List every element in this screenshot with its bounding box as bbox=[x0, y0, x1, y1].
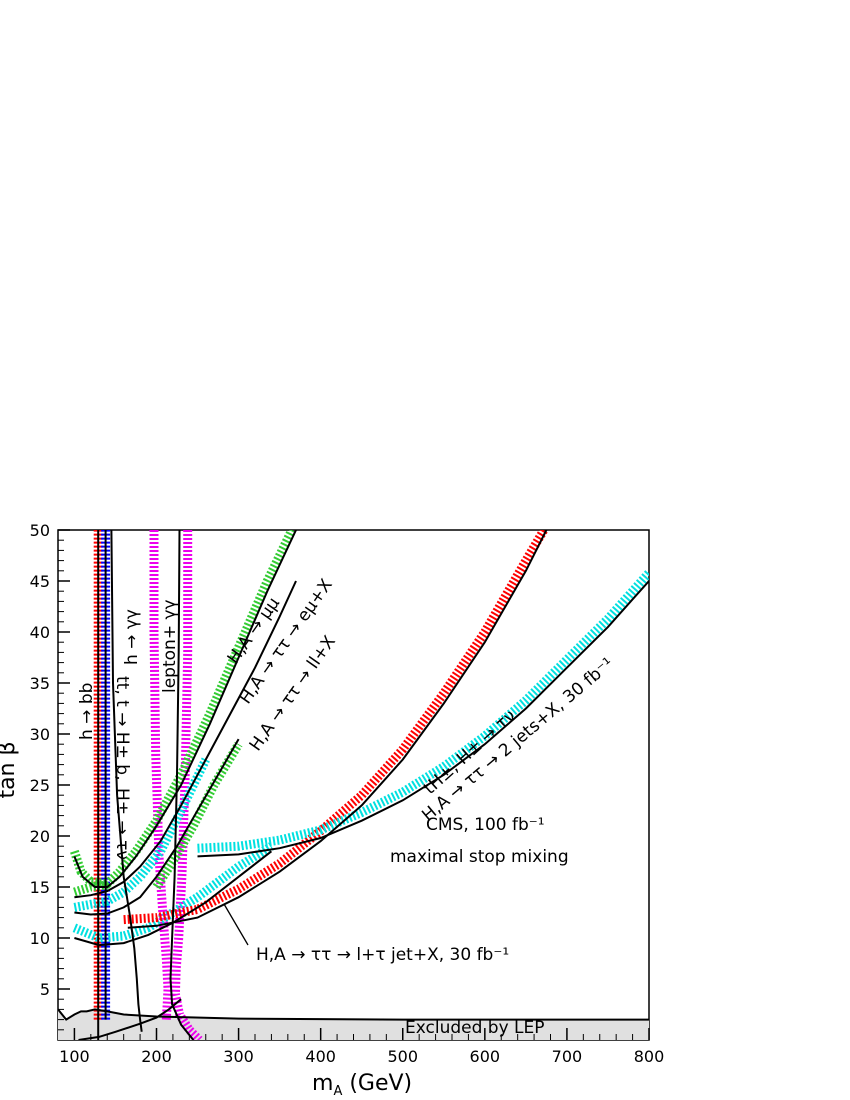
annot-ltau: H,A → ττ → l+τ jet+X, 30 fb⁻¹ bbox=[256, 945, 509, 965]
series-h-a-2-jets-x-line bbox=[197, 580, 649, 858]
lep-region bbox=[58, 1009, 649, 1040]
x-tick-label: 300 bbox=[223, 1047, 254, 1066]
annot-h-gamgam: h → γγ bbox=[122, 609, 142, 665]
y-tick-label: 25 bbox=[30, 776, 50, 795]
series-group bbox=[58, 530, 649, 1040]
series-h-a-ll-x-line bbox=[74, 738, 240, 916]
series-h-a-l-jet-x-band bbox=[72, 842, 274, 943]
y-tick-label: 35 bbox=[30, 674, 50, 693]
annot-h-bb: h → bb bbox=[77, 683, 97, 740]
y-tick-label: 50 bbox=[30, 521, 50, 540]
x-tick-label: 200 bbox=[141, 1047, 172, 1066]
series-lep-boundary-lower bbox=[78, 998, 182, 1040]
series-th-h-line bbox=[127, 530, 548, 929]
ltau-pointer bbox=[223, 903, 249, 946]
lep-excluded-fill bbox=[58, 1009, 649, 1040]
annot-cms: CMS, 100 fb⁻¹ bbox=[426, 815, 545, 835]
series-lep-excluded-boundary bbox=[58, 1008, 649, 1021]
series-h-a-band-lower bbox=[73, 880, 108, 897]
x-tick-label: 700 bbox=[552, 1047, 583, 1066]
y-tick-label: 15 bbox=[30, 878, 50, 897]
annot-lep: Excluded by LEP bbox=[405, 1018, 545, 1038]
y-tick-label: 30 bbox=[30, 725, 50, 744]
y-tick-label: 40 bbox=[30, 623, 50, 642]
series-lepton-band-left bbox=[149, 530, 173, 1020]
y-tick-label: 45 bbox=[30, 572, 50, 591]
y-axis-title: tan β bbox=[0, 741, 20, 798]
y-tick-label: 10 bbox=[30, 929, 50, 948]
series-h-a-band bbox=[70, 530, 296, 889]
series-h-a-2-jets-x-band bbox=[197, 569, 649, 853]
series-h-a-l-jet-x-line bbox=[74, 850, 273, 947]
annot-stop: maximal stop mixing bbox=[390, 847, 569, 867]
ticks-group: 100 200 300 400 500 600 700 800 5 10 15 20 25 30 35 40 4… bbox=[30, 521, 665, 1066]
x-axis-title: mA (GeV) bbox=[312, 1071, 412, 1099]
annot-hpm-taunu: H± → τν bbox=[112, 788, 132, 860]
plot-area bbox=[57, 529, 650, 1041]
series-th-h-band bbox=[123, 530, 548, 925]
y-tick-label: 20 bbox=[30, 827, 50, 846]
x-tick-label: 500 bbox=[387, 1047, 418, 1066]
annot-lepton-gamgam: lepton+ γγ bbox=[160, 599, 180, 693]
annot-tt-label: tt, t → H± b, bbox=[112, 676, 132, 780]
x-tick-label: 800 bbox=[634, 1047, 665, 1066]
series-h- bbox=[110, 530, 143, 1032]
x-tick-label: 400 bbox=[305, 1047, 336, 1066]
series-h-a-e-x-band bbox=[73, 757, 210, 912]
series-h-a-e-x-line bbox=[74, 580, 297, 899]
x-tick-label: 600 bbox=[470, 1047, 501, 1066]
series-h-a-ll-x-band bbox=[152, 741, 243, 890]
y-tick-label: 5 bbox=[40, 980, 50, 999]
series-h-a-line bbox=[73, 530, 297, 888]
x-tick-label: 100 bbox=[59, 1047, 90, 1066]
